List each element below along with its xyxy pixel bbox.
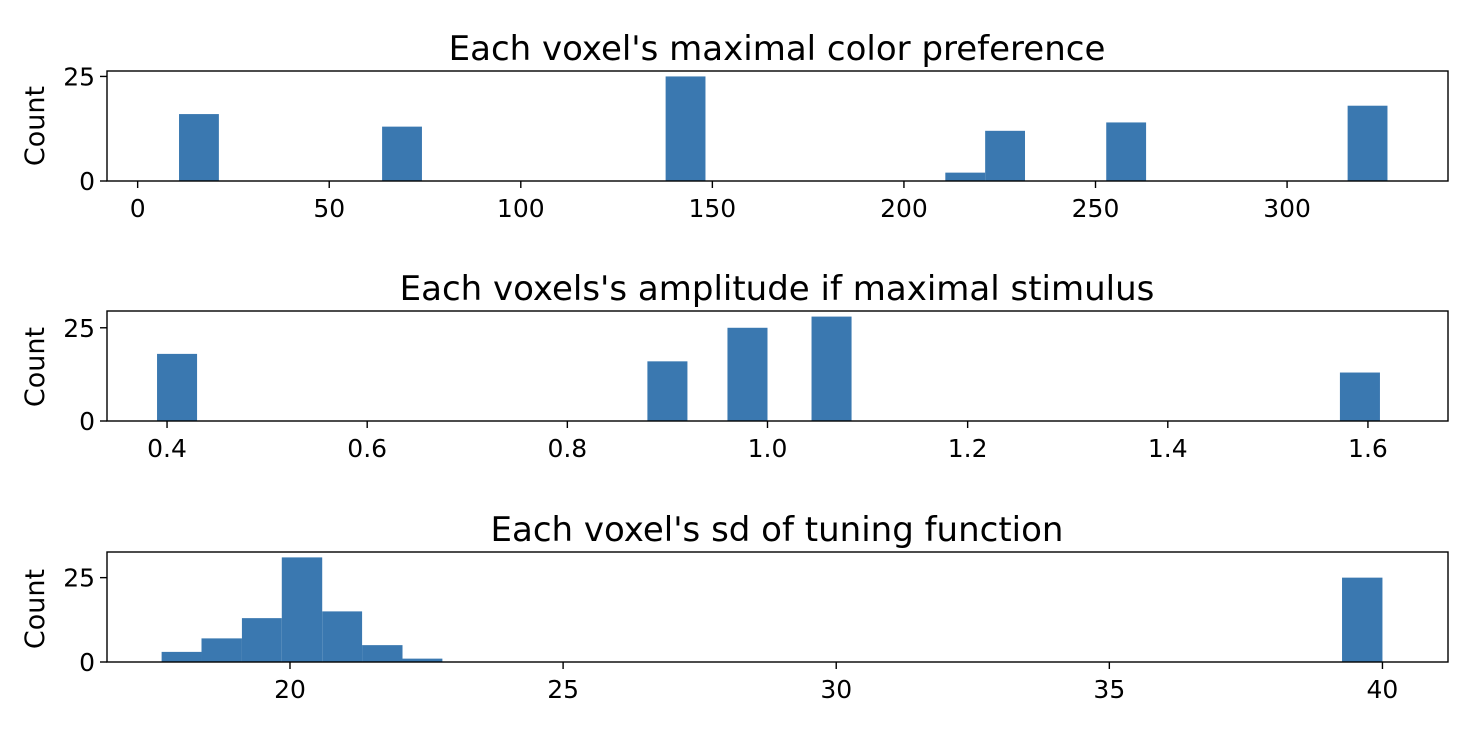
- y-tick-label: 25: [63, 564, 95, 593]
- histogram-bar: [382, 126, 422, 181]
- histogram-bar: [985, 130, 1026, 181]
- histogram-bar: [727, 327, 768, 421]
- histogram-bar: [945, 172, 986, 181]
- axis-ticks: 20 25 30 35 40 0 25: [63, 564, 1398, 704]
- y-tick-label: 25: [63, 62, 95, 91]
- histogram-bar: [1106, 122, 1147, 181]
- subplot-color-preference: Each voxel's maximal color preference Co…: [20, 29, 1449, 223]
- histogram-bar: [241, 618, 282, 662]
- bars: [161, 557, 1383, 662]
- subplot-title: Each voxels's amplitude if maximal stimu…: [400, 269, 1155, 309]
- histogram-bar: [811, 316, 852, 421]
- histogram-bar: [1339, 372, 1380, 421]
- histogram-bar: [281, 557, 323, 662]
- plot-frame: [106, 551, 1449, 663]
- histogram-bar: [322, 611, 363, 662]
- subplot-tuning-sd: Each voxel's sd of tuning function Count…: [20, 510, 1449, 704]
- axis-ticks: 0 50 100 150 200 250 300 0 25: [63, 62, 1311, 223]
- plot-frame: [106, 310, 1449, 422]
- histogram-bar: [1342, 577, 1383, 662]
- bars: [157, 316, 1380, 421]
- bars: [179, 76, 1388, 181]
- x-tick-label: 0.6: [347, 434, 387, 463]
- x-tick-label: 1.6: [1348, 434, 1388, 463]
- x-tick-label: 300: [1263, 194, 1311, 223]
- histogram-bar: [665, 76, 706, 181]
- x-tick-label: 150: [689, 194, 737, 223]
- x-tick-label: 1.4: [1148, 434, 1188, 463]
- histogram-bar: [1347, 105, 1388, 181]
- histogram-bar: [179, 114, 219, 181]
- subplot-title: Each voxel's maximal color preference: [449, 29, 1106, 69]
- y-tick-label: 0: [79, 407, 95, 436]
- y-axis-label: Count: [20, 86, 51, 166]
- y-axis-label: Count: [20, 569, 51, 649]
- x-tick-label: 50: [313, 194, 345, 223]
- axis-ticks: 0.4 0.6 0.8 1.0 1.2 1.4 1.6 0 25: [63, 314, 1388, 463]
- x-tick-label: 30: [820, 675, 852, 704]
- y-tick-label: 0: [79, 648, 95, 677]
- subplot-title: Each voxel's sd of tuning function: [491, 510, 1064, 550]
- x-tick-label: 1.2: [948, 434, 988, 463]
- y-tick-label: 25: [63, 314, 95, 343]
- x-tick-label: 200: [880, 194, 928, 223]
- x-tick-label: 100: [497, 194, 545, 223]
- x-tick-label: 250: [1072, 194, 1120, 223]
- plot-frame: [106, 70, 1449, 182]
- x-tick-label: 0.8: [547, 434, 587, 463]
- histogram-bar: [647, 361, 688, 421]
- histogram-bar: [201, 638, 242, 662]
- y-tick-label: 0: [79, 167, 95, 196]
- x-tick-label: 0: [130, 194, 146, 223]
- x-tick-label: 20: [274, 675, 306, 704]
- x-tick-label: 35: [1093, 675, 1125, 704]
- x-tick-label: 40: [1367, 675, 1399, 704]
- x-tick-label: 1.0: [748, 434, 788, 463]
- y-axis-label: Count: [20, 327, 51, 407]
- x-tick-label: 0.4: [147, 434, 187, 463]
- histogram-bar: [402, 658, 443, 662]
- subplot-amplitude: Each voxels's amplitude if maximal stimu…: [20, 269, 1449, 463]
- histogram-bar: [161, 651, 202, 662]
- histogram-bar: [362, 645, 403, 662]
- histogram-bar: [157, 353, 198, 421]
- x-tick-label: 25: [547, 675, 579, 704]
